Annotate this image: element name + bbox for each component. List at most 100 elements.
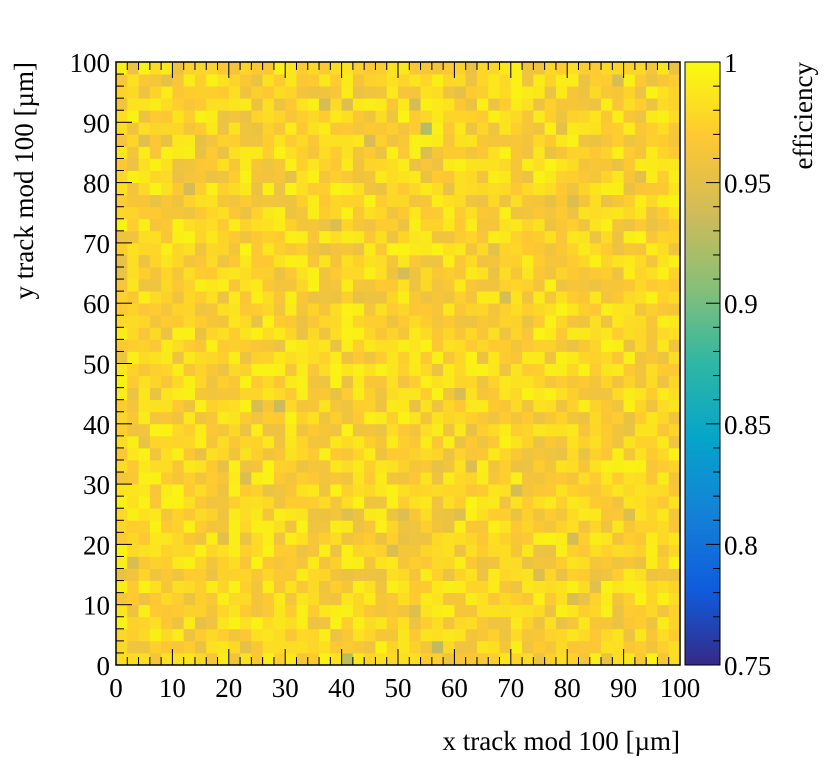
heatmap-cell bbox=[510, 568, 523, 581]
heatmap-cell bbox=[476, 267, 489, 280]
heatmap-cell bbox=[206, 435, 218, 449]
heatmap-cell bbox=[183, 399, 196, 413]
heatmap-cell bbox=[634, 218, 647, 232]
heatmap-cell bbox=[149, 230, 162, 244]
heatmap-cell bbox=[116, 242, 128, 256]
heatmap-cell bbox=[476, 556, 489, 569]
heatmap-cell bbox=[544, 218, 557, 232]
heatmap-cell bbox=[307, 254, 320, 268]
heatmap-cell bbox=[364, 194, 376, 208]
y-tick-label: 30 bbox=[83, 470, 110, 500]
heatmap-cell bbox=[116, 74, 128, 87]
heatmap-cell bbox=[206, 339, 218, 352]
heatmap-cell bbox=[251, 134, 264, 147]
heatmap-cell bbox=[194, 363, 207, 376]
heatmap-cell bbox=[476, 459, 489, 473]
heatmap-cell bbox=[217, 520, 230, 533]
heatmap-cell bbox=[510, 532, 523, 545]
heatmap-cell bbox=[138, 580, 151, 594]
heatmap-cell bbox=[646, 242, 658, 256]
heatmap-cell bbox=[612, 170, 624, 183]
heatmap-cell bbox=[533, 303, 546, 316]
heatmap-cell bbox=[183, 351, 196, 364]
heatmap-cell bbox=[522, 242, 534, 256]
heatmap-cell bbox=[251, 435, 264, 449]
heatmap-cell bbox=[273, 86, 286, 99]
heatmap-cell bbox=[409, 532, 421, 545]
heatmap-cell bbox=[544, 86, 557, 99]
heatmap-cell bbox=[352, 387, 365, 401]
heatmap-cell bbox=[285, 508, 297, 521]
heatmap-cell bbox=[307, 98, 320, 111]
heatmap-cell bbox=[533, 472, 546, 485]
heatmap-cell bbox=[251, 339, 264, 352]
heatmap-cell bbox=[375, 423, 388, 437]
heatmap-cell bbox=[285, 194, 297, 208]
heatmap-cell bbox=[420, 423, 433, 437]
heatmap-cell bbox=[149, 592, 162, 606]
heatmap-cell bbox=[319, 351, 331, 364]
heatmap-cell bbox=[409, 110, 421, 123]
heatmap-cell bbox=[476, 134, 489, 147]
heatmap-cell bbox=[646, 254, 658, 268]
heatmap-cell bbox=[330, 580, 342, 594]
heatmap-cell bbox=[161, 170, 173, 183]
heatmap-cell bbox=[443, 652, 455, 666]
heatmap-cell bbox=[262, 484, 275, 497]
heatmap-cell bbox=[668, 387, 681, 401]
heatmap-cell bbox=[488, 387, 500, 401]
heatmap-cell bbox=[138, 472, 151, 485]
heatmap-cell bbox=[116, 580, 128, 594]
heatmap-cell bbox=[555, 134, 568, 147]
heatmap-cell bbox=[262, 351, 275, 364]
heatmap-cell bbox=[634, 363, 647, 376]
heatmap-cell bbox=[420, 556, 433, 569]
heatmap-cell bbox=[194, 604, 207, 618]
heatmap-cell bbox=[273, 435, 286, 449]
heatmap-cell bbox=[364, 206, 376, 220]
heatmap-cell bbox=[499, 86, 512, 99]
heatmap-cell bbox=[330, 375, 342, 389]
heatmap-cell bbox=[398, 435, 410, 449]
heatmap-cell bbox=[217, 435, 230, 449]
heatmap-cell bbox=[240, 291, 252, 304]
heatmap-cell bbox=[623, 640, 636, 654]
y-tick-label: 60 bbox=[83, 289, 110, 319]
heatmap-cell bbox=[465, 556, 478, 569]
heatmap-cell bbox=[116, 544, 128, 557]
heatmap-cell bbox=[601, 291, 613, 304]
heatmap-cell bbox=[465, 267, 478, 280]
heatmap-cell bbox=[398, 628, 410, 642]
heatmap-cell bbox=[251, 375, 264, 389]
heatmap-cell bbox=[116, 423, 128, 437]
heatmap-cell bbox=[601, 532, 613, 545]
heatmap-cell bbox=[499, 652, 512, 666]
y-tick-label: 70 bbox=[83, 229, 110, 259]
heatmap-cell bbox=[578, 327, 591, 340]
heatmap-cell bbox=[116, 62, 128, 75]
heatmap-cell bbox=[567, 447, 579, 461]
heatmap-cell bbox=[330, 230, 342, 244]
heatmap-cell bbox=[646, 387, 658, 401]
heatmap-cell bbox=[612, 110, 624, 123]
heatmap-cell bbox=[544, 170, 557, 183]
heatmap-cell bbox=[533, 62, 546, 75]
heatmap-cell bbox=[510, 399, 523, 413]
heatmap-cell bbox=[431, 182, 444, 196]
heatmap-cell bbox=[296, 459, 309, 473]
heatmap-cell bbox=[488, 652, 500, 666]
heatmap-cell bbox=[510, 315, 523, 328]
heatmap-cell bbox=[127, 62, 139, 75]
heatmap-cell bbox=[668, 472, 681, 485]
heatmap-cell bbox=[646, 532, 658, 545]
heatmap-cell bbox=[657, 218, 670, 232]
heatmap-cell bbox=[307, 291, 320, 304]
heatmap-cell bbox=[375, 363, 388, 376]
heatmap-cell bbox=[578, 170, 591, 183]
heatmap-cell bbox=[183, 544, 196, 557]
heatmap-cell bbox=[646, 435, 658, 449]
heatmap-cell bbox=[217, 254, 230, 268]
heatmap-cell bbox=[352, 435, 365, 449]
heatmap-cell bbox=[251, 616, 264, 630]
heatmap-cell bbox=[172, 279, 185, 292]
